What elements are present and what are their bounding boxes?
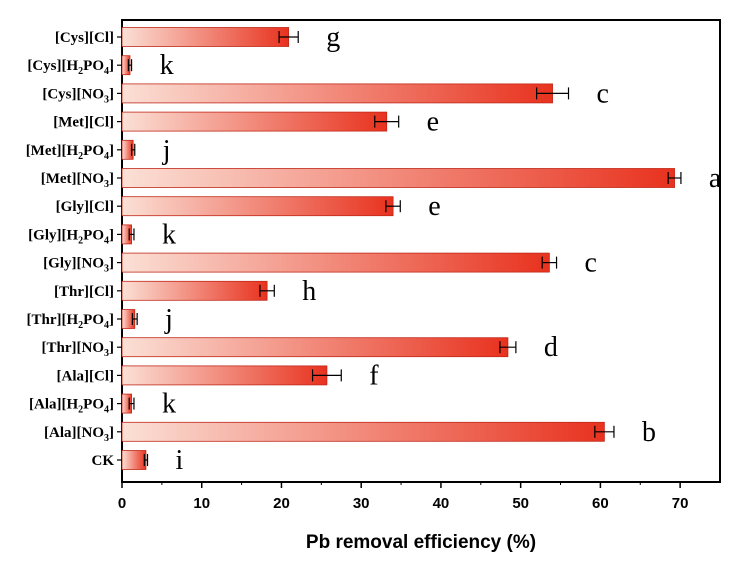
x-axis-ticks: 0 10 20 30 40 50 60 70 bbox=[117, 36, 689, 512]
x-tick-label-20: 20 bbox=[273, 495, 290, 512]
bar-ala-no3 bbox=[121, 421, 605, 442]
category-label-ck: CK bbox=[92, 453, 115, 469]
bar-cys-no3 bbox=[121, 83, 553, 104]
significance-label-gly-h2po4: k bbox=[162, 219, 176, 250]
bar-ala-cl bbox=[121, 365, 328, 386]
category-label-thr-h2po4: [Thr][H2PO4] bbox=[26, 312, 114, 331]
x-tick-label-10: 10 bbox=[193, 495, 210, 512]
significance-label-met-no3: a bbox=[709, 163, 722, 194]
category-label-gly-no3: [Gly][NO3] bbox=[43, 256, 114, 275]
significance-label-thr-no3: d bbox=[544, 332, 558, 363]
x-tick-label-30: 30 bbox=[353, 495, 370, 512]
category-label-met-no3: [Met][NO3] bbox=[41, 171, 114, 190]
significance-label-met-cl: e bbox=[427, 107, 439, 138]
significance-label-thr-h2po4: j bbox=[164, 304, 173, 335]
x-tick-label-60: 60 bbox=[592, 495, 609, 512]
plot-area-frame bbox=[121, 19, 721, 483]
category-label-ala-h2po4: [Ala][H2PO4] bbox=[29, 397, 114, 416]
significance-label-cys-cl: g bbox=[326, 22, 340, 53]
x-tick-label-40: 40 bbox=[433, 495, 450, 512]
category-label-ala-no3: [Ala][NO3] bbox=[44, 425, 114, 444]
category-label-gly-cl: [Gly][Cl] bbox=[56, 199, 114, 215]
bar-thr-cl bbox=[121, 280, 268, 301]
category-label-met-h2po4: [Met][H2PO4] bbox=[26, 143, 114, 162]
significance-label-gly-no3: c bbox=[585, 248, 597, 279]
significance-label-ala-no3: b bbox=[642, 417, 656, 448]
bars-layer: g k c e j a e k c h j d f k b i bbox=[121, 22, 722, 476]
x-tick-label-0: 0 bbox=[118, 495, 126, 512]
bar-gly-no3 bbox=[121, 252, 550, 273]
significance-label-gly-cl: e bbox=[428, 191, 440, 222]
category-label-thr-no3: [Thr][NO3] bbox=[42, 340, 115, 359]
significance-label-ala-cl: f bbox=[369, 360, 379, 391]
bar-met-cl bbox=[121, 111, 388, 132]
significance-label-met-h2po4: j bbox=[162, 135, 171, 166]
bar-met-no3 bbox=[121, 168, 675, 188]
category-label-thr-cl: [Thr][Cl] bbox=[54, 284, 114, 300]
category-label-cys-cl: [Cys][Cl] bbox=[55, 30, 114, 46]
category-label-ala-cl: [Ala][Cl] bbox=[57, 368, 114, 384]
bar-cys-cl bbox=[121, 27, 290, 47]
category-label-cys-no3: [Cys][NO3] bbox=[42, 86, 114, 105]
bar-ck bbox=[121, 450, 147, 470]
x-tick-label-70: 70 bbox=[672, 495, 689, 512]
bar-gly-cl bbox=[121, 196, 394, 217]
x-tick-label-50: 50 bbox=[512, 495, 529, 512]
significance-label-thr-cl: h bbox=[302, 276, 316, 307]
category-label-met-cl: [Met][Cl] bbox=[53, 115, 114, 131]
x-axis-title: Pb removal efficiency (%) bbox=[306, 532, 536, 553]
significance-label-ala-h2po4: k bbox=[162, 389, 176, 420]
category-labels: [Cys][Cl] [Cys][H2PO4] [Cys][NO3] [Met][Cl]… bbox=[26, 30, 115, 469]
category-label-cys-h2po4: [Cys][H2PO4] bbox=[27, 58, 114, 77]
significance-label-cys-h2po4: k bbox=[160, 50, 174, 81]
significance-label-ck: i bbox=[176, 445, 184, 476]
significance-label-cys-no3: c bbox=[597, 78, 609, 109]
bar-thr-no3 bbox=[121, 337, 509, 358]
category-label-gly-h2po4: [Gly][H2PO4] bbox=[28, 227, 114, 246]
